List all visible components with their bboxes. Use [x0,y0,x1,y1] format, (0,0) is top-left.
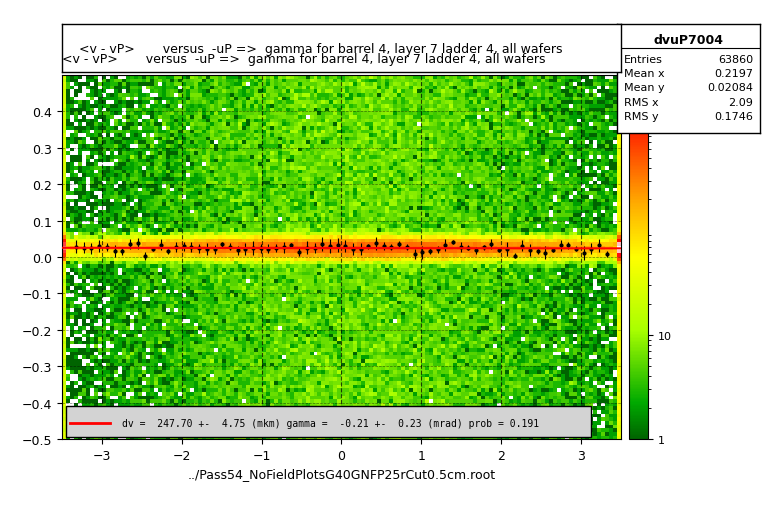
Bar [66,407,591,437]
Text: RMS x: RMS x [624,97,659,108]
Text: Mean x: Mean x [624,69,665,79]
Text: 0.1746: 0.1746 [715,112,753,121]
Text: 0.2197: 0.2197 [714,69,753,79]
X-axis label: ../Pass54_NoFieldPlotsG40GNFP25rCut0.5cm.root: ../Pass54_NoFieldPlotsG40GNFP25rCut0.5cm… [187,468,496,481]
Text: Mean y: Mean y [624,83,665,93]
Text: 2.09: 2.09 [729,97,753,108]
Text: 0.02084: 0.02084 [707,83,753,93]
Text: dv =  247.70 +-  4.75 (mkm) gamma =  -0.21 +-  0.23 (mrad) prob = 0.191: dv = 247.70 +- 4.75 (mkm) gamma = -0.21 … [122,418,539,428]
Text: <v - vP>       versus  -uP =>  gamma for barrel 4, layer 7 ladder 4, all wafers: <v - vP> versus -uP => gamma for barrel … [79,43,563,56]
Text: Entries: Entries [624,55,663,65]
Text: 63860: 63860 [718,55,753,65]
Text: dvuP7004: dvuP7004 [653,34,724,47]
Text: <v - vP>       versus  -uP =>  gamma for barrel 4, layer 7 ladder 4, all wafers: <v - vP> versus -uP => gamma for barrel … [62,53,546,66]
Text: RMS y: RMS y [624,112,659,121]
